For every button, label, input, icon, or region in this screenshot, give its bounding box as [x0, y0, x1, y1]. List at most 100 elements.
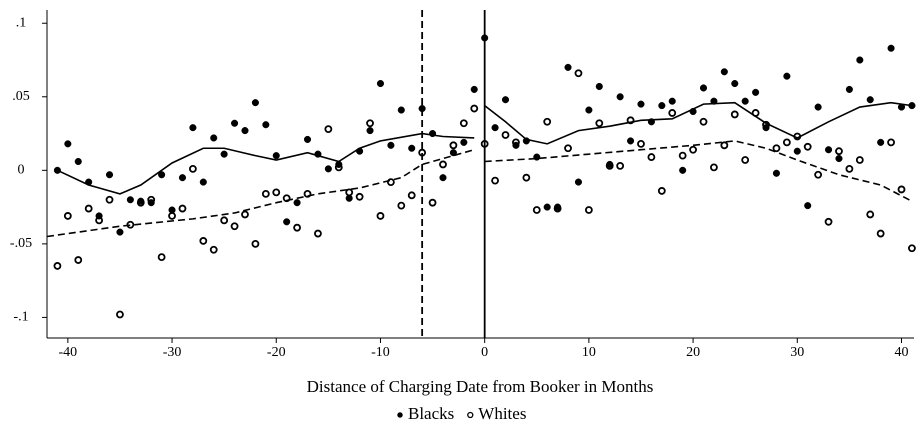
- point: [314, 229, 322, 238]
- fit-line: [484, 140, 913, 202]
- point: [814, 170, 823, 179]
- point: [470, 104, 479, 113]
- point: [678, 151, 687, 160]
- point: [741, 156, 750, 164]
- point: [616, 162, 625, 170]
- point: [897, 103, 906, 111]
- point: [199, 237, 208, 245]
- point: [710, 163, 718, 172]
- point: [512, 138, 520, 147]
- point: [616, 93, 624, 101]
- point: [751, 109, 760, 117]
- point: [491, 176, 499, 185]
- point: [845, 85, 853, 93]
- point: [564, 144, 572, 153]
- point: [543, 117, 552, 126]
- point: [699, 84, 708, 92]
- point: [366, 119, 374, 128]
- point: [637, 100, 645, 108]
- point: [470, 85, 478, 93]
- point: [626, 116, 635, 125]
- point: [720, 141, 729, 150]
- point: [804, 202, 812, 210]
- point: [251, 239, 260, 248]
- point: [303, 189, 312, 198]
- point: [53, 166, 61, 174]
- point: [387, 141, 395, 149]
- point: [855, 156, 864, 164]
- x-tick-label: -30: [163, 345, 182, 360]
- point: [908, 102, 916, 110]
- point: [324, 125, 333, 134]
- x-tick-label: 10: [582, 345, 596, 360]
- y-tick-label: -.05: [10, 236, 32, 251]
- point: [251, 99, 259, 107]
- point: [908, 244, 916, 253]
- point: [783, 72, 791, 80]
- point: [782, 138, 791, 147]
- point: [105, 171, 114, 179]
- point: [814, 103, 822, 111]
- point: [689, 107, 697, 116]
- point: [459, 119, 468, 128]
- point: [407, 191, 416, 200]
- point: [189, 124, 197, 132]
- point: [668, 97, 676, 105]
- point: [230, 222, 239, 231]
- x-tick-label: -40: [59, 345, 78, 360]
- point: [418, 148, 427, 157]
- point: [824, 217, 833, 226]
- point: [418, 104, 426, 113]
- point: [564, 63, 572, 71]
- point: [178, 204, 187, 213]
- point: [866, 210, 875, 219]
- x-tick-label: 20: [686, 345, 700, 360]
- point: [647, 118, 655, 126]
- point: [105, 195, 114, 204]
- point: [220, 150, 228, 158]
- point: [303, 135, 312, 143]
- point: [835, 147, 843, 156]
- point: [481, 34, 489, 42]
- point: [574, 69, 583, 78]
- point: [272, 152, 280, 160]
- point: [178, 174, 187, 182]
- x-tick-label: 0: [481, 345, 488, 360]
- point: [157, 253, 166, 262]
- point: [85, 178, 93, 186]
- point: [126, 220, 135, 229]
- point: [74, 256, 83, 264]
- point: [532, 206, 541, 214]
- point: [480, 139, 489, 148]
- point: [95, 216, 104, 225]
- point: [543, 203, 551, 211]
- point: [501, 96, 510, 104]
- legend-label: Blacks: [408, 404, 454, 423]
- point: [272, 188, 281, 197]
- point: [386, 178, 395, 186]
- point: [679, 166, 687, 174]
- point: [449, 141, 458, 150]
- fit-line: [484, 101, 913, 145]
- point: [439, 174, 447, 182]
- point: [825, 146, 833, 154]
- x-tick-label: -10: [371, 345, 390, 360]
- point: [293, 223, 301, 232]
- fit-line: [46, 148, 475, 238]
- point: [605, 162, 614, 170]
- point: [595, 119, 604, 128]
- point: [720, 68, 728, 76]
- point: [283, 218, 291, 226]
- point: [293, 199, 301, 207]
- point: [376, 212, 385, 220]
- point: [136, 198, 145, 207]
- point: [595, 82, 603, 91]
- point: [835, 155, 843, 163]
- point: [689, 145, 697, 154]
- point: [887, 138, 895, 147]
- point: [282, 194, 291, 203]
- point: [658, 102, 666, 110]
- point: [533, 153, 541, 161]
- point: [262, 121, 270, 129]
